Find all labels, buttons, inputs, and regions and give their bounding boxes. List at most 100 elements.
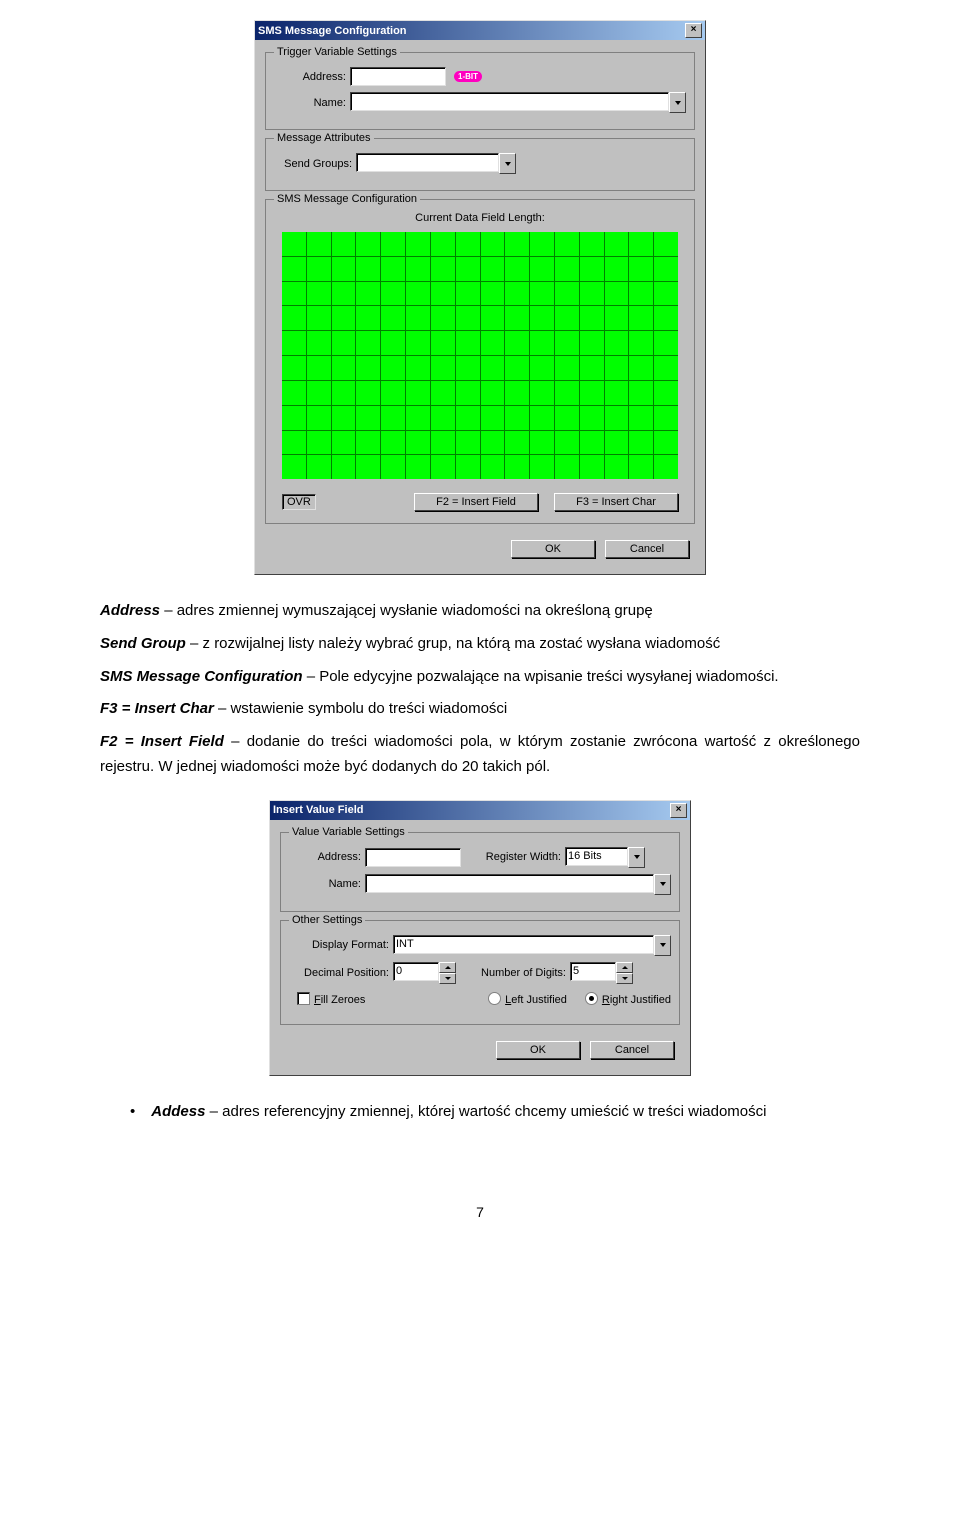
grid-cell[interactable] — [605, 232, 629, 256]
grid-cell[interactable] — [505, 455, 529, 479]
grid-cell[interactable] — [530, 381, 554, 405]
grid-cell[interactable] — [332, 331, 356, 355]
grid-cell[interactable] — [332, 306, 356, 330]
grid-cell[interactable] — [605, 356, 629, 380]
grid-cell[interactable] — [406, 455, 430, 479]
grid-cell[interactable] — [629, 381, 653, 405]
grid-cell[interactable] — [481, 331, 505, 355]
grid-cell[interactable] — [481, 356, 505, 380]
grid-cell[interactable] — [431, 381, 455, 405]
grid-cell[interactable] — [431, 431, 455, 455]
grid-cell[interactable] — [605, 331, 629, 355]
grid-cell[interactable] — [555, 306, 579, 330]
cancel-button[interactable]: Cancel — [590, 1041, 674, 1059]
grid-cell[interactable] — [629, 431, 653, 455]
grid-cell[interactable] — [654, 257, 678, 281]
grid-cell[interactable] — [282, 306, 306, 330]
grid-cell[interactable] — [381, 406, 405, 430]
grid-cell[interactable] — [381, 257, 405, 281]
grid-cell[interactable] — [530, 431, 554, 455]
rightjust-radio[interactable]: Right Justified — [585, 990, 671, 1008]
grid-cell[interactable] — [654, 381, 678, 405]
grid-cell[interactable] — [307, 306, 331, 330]
grid-cell[interactable] — [307, 381, 331, 405]
chevron-down-icon[interactable] — [654, 874, 671, 895]
grid-cell[interactable] — [505, 381, 529, 405]
grid-cell[interactable] — [456, 381, 480, 405]
grid-cell[interactable] — [282, 406, 306, 430]
grid-cell[interactable] — [282, 331, 306, 355]
ok-button[interactable]: OK — [511, 540, 595, 558]
grid-cell[interactable] — [580, 455, 604, 479]
grid-cell[interactable] — [282, 431, 306, 455]
grid-cell[interactable] — [332, 232, 356, 256]
grid-cell[interactable] — [307, 431, 331, 455]
grid-cell[interactable] — [282, 257, 306, 281]
grid-cell[interactable] — [381, 381, 405, 405]
grid-cell[interactable] — [406, 331, 430, 355]
grid-cell[interactable] — [406, 306, 430, 330]
grid-cell[interactable] — [654, 331, 678, 355]
grid-cell[interactable] — [580, 282, 604, 306]
grid-cell[interactable] — [456, 455, 480, 479]
grid-cell[interactable] — [481, 381, 505, 405]
grid-cell[interactable] — [505, 232, 529, 256]
grid-cell[interactable] — [381, 356, 405, 380]
grid-cell[interactable] — [580, 431, 604, 455]
grid-cell[interactable] — [505, 257, 529, 281]
grid-cell[interactable] — [580, 356, 604, 380]
spinner-down-icon[interactable] — [439, 973, 456, 984]
grid-cell[interactable] — [555, 331, 579, 355]
address-input[interactable] — [350, 67, 446, 86]
grid-cell[interactable] — [530, 306, 554, 330]
chevron-down-icon[interactable] — [669, 92, 686, 113]
grid-cell[interactable] — [481, 282, 505, 306]
grid-cell[interactable] — [580, 257, 604, 281]
grid-cell[interactable] — [406, 431, 430, 455]
grid-cell[interactable] — [356, 331, 380, 355]
grid-cell[interactable] — [629, 406, 653, 430]
grid-cell[interactable] — [629, 306, 653, 330]
grid-cell[interactable] — [307, 406, 331, 430]
grid-cell[interactable] — [456, 331, 480, 355]
grid-cell[interactable] — [307, 257, 331, 281]
grid-cell[interactable] — [307, 455, 331, 479]
grid-cell[interactable] — [332, 356, 356, 380]
grid-cell[interactable] — [481, 257, 505, 281]
grid-cell[interactable] — [580, 232, 604, 256]
grid-cell[interactable] — [481, 431, 505, 455]
grid-cell[interactable] — [605, 431, 629, 455]
name2-input[interactable] — [365, 874, 654, 893]
grid-cell[interactable] — [381, 455, 405, 479]
grid-cell[interactable] — [580, 306, 604, 330]
grid-cell[interactable] — [282, 282, 306, 306]
grid-cell[interactable] — [481, 232, 505, 256]
cancel-button[interactable]: Cancel — [605, 540, 689, 558]
grid-cell[interactable] — [456, 257, 480, 281]
grid-cell[interactable] — [356, 431, 380, 455]
address2-input[interactable] — [365, 848, 461, 867]
grid-cell[interactable] — [332, 431, 356, 455]
grid-cell[interactable] — [332, 381, 356, 405]
grid-cell[interactable] — [332, 406, 356, 430]
close-icon[interactable]: × — [670, 803, 687, 818]
grid-cell[interactable] — [431, 232, 455, 256]
dispformat-input[interactable]: INT — [393, 935, 654, 954]
grid-cell[interactable] — [456, 406, 480, 430]
name-input[interactable] — [350, 92, 669, 111]
grid-cell[interactable] — [530, 455, 554, 479]
chevron-down-icon[interactable] — [654, 935, 671, 956]
grid-cell[interactable] — [654, 282, 678, 306]
grid-cell[interactable] — [629, 282, 653, 306]
grid-cell[interactable] — [307, 356, 331, 380]
grid-cell[interactable] — [654, 431, 678, 455]
grid-cell[interactable] — [356, 306, 380, 330]
grid-cell[interactable] — [580, 406, 604, 430]
grid-cell[interactable] — [605, 381, 629, 405]
grid-cell[interactable] — [456, 306, 480, 330]
grid-cell[interactable] — [406, 381, 430, 405]
regwidth-input[interactable]: 16 Bits — [565, 847, 628, 866]
grid-cell[interactable] — [481, 455, 505, 479]
grid-cell[interactable] — [530, 282, 554, 306]
grid-cell[interactable] — [282, 232, 306, 256]
